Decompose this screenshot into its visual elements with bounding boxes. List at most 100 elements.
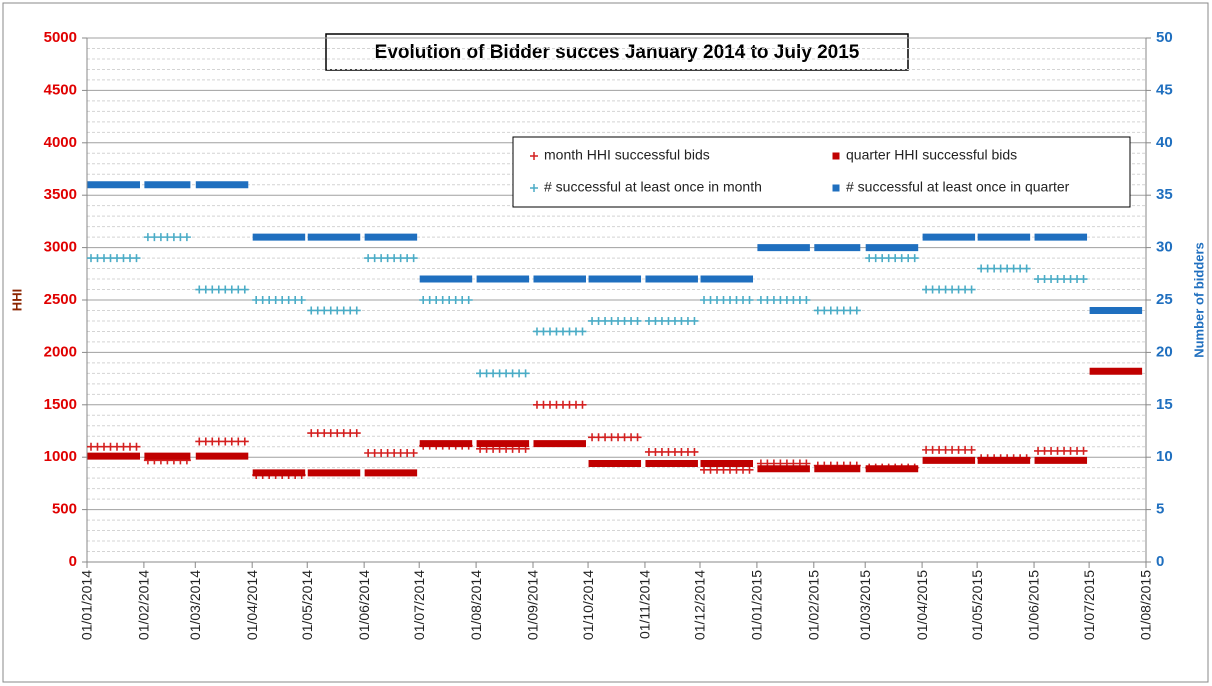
y2-tick-label: 40	[1156, 134, 1173, 151]
series-marks	[588, 316, 642, 325]
y2-tick-label: 10	[1156, 448, 1173, 465]
series-marks	[977, 264, 1031, 273]
x-tick-label: 01/02/2015	[806, 570, 822, 640]
series-marks	[195, 181, 249, 189]
series-marks	[588, 433, 642, 442]
x-tick-label: 01/06/2014	[356, 570, 372, 640]
legend-label: # successful at least once in month	[544, 179, 762, 195]
series-marks	[865, 244, 919, 252]
series-marks	[1089, 306, 1143, 314]
y-tick-label: 1500	[44, 396, 77, 413]
y-tick-label: 2500	[44, 291, 77, 308]
series-marks	[756, 296, 811, 304]
legend-label: quarter HHI successful bids	[846, 147, 1017, 163]
series-marks	[307, 233, 361, 241]
series-marks	[143, 456, 191, 465]
series-marks	[364, 449, 418, 458]
series-marks	[865, 465, 919, 473]
series-marks	[1034, 233, 1088, 241]
series-marks	[700, 275, 754, 283]
series-marks	[144, 181, 191, 189]
series-marks	[87, 442, 141, 451]
y2-axis-title: Number of bidders	[1191, 242, 1206, 358]
x-tick-label: 01/05/2014	[299, 570, 315, 640]
y-tick-label: 0	[69, 553, 77, 570]
series-marks	[644, 447, 699, 456]
x-tick-label: 01/03/2014	[187, 570, 203, 640]
y2-tick-label: 25	[1156, 291, 1173, 308]
series-marks	[757, 244, 810, 252]
title-box	[325, 33, 909, 71]
series-marks	[1089, 367, 1143, 375]
series-marks	[195, 437, 249, 446]
y2-tick-label: 0	[1156, 553, 1164, 570]
series-marks	[476, 440, 530, 448]
series-marks	[588, 275, 642, 283]
x-tick-label: 01/03/2015	[857, 570, 873, 640]
series-marks	[364, 233, 418, 241]
legend-marker	[530, 152, 538, 160]
series-marks	[813, 306, 861, 315]
series-marks	[195, 285, 249, 294]
series-marks	[814, 244, 861, 252]
series-marks	[364, 469, 418, 477]
series-marks	[143, 233, 191, 242]
y-axis-title: HHI	[9, 289, 24, 311]
y2-tick-label: 35	[1156, 186, 1173, 203]
legend-marker	[832, 152, 840, 160]
y2-tick-label: 50	[1156, 29, 1173, 46]
x-tick-label: 01/08/2015	[1138, 570, 1154, 640]
series-marks	[307, 429, 361, 438]
y-tick-label: 3000	[44, 239, 77, 256]
x-tick-label: 01/11/2014	[637, 570, 653, 639]
series-marks	[476, 444, 530, 453]
series-marks	[977, 456, 1031, 464]
series-marks	[588, 459, 642, 467]
y-tick-label: 500	[52, 501, 77, 518]
series-marks	[922, 456, 976, 464]
series-marks	[532, 400, 587, 409]
series-marks	[756, 459, 811, 468]
legend-label: # successful at least once in quarter	[846, 179, 1070, 195]
series-marks	[532, 327, 587, 336]
series-marks	[922, 445, 976, 454]
series-marks	[87, 181, 140, 189]
x-tick-label: 01/06/2015	[1026, 570, 1042, 640]
legend-marker	[530, 184, 538, 192]
legend-box	[512, 136, 1131, 208]
series-marks	[87, 254, 141, 263]
series-marks	[144, 452, 191, 460]
series-marks	[533, 275, 586, 283]
y-tick-label: 4500	[44, 81, 77, 98]
y-tick-label: 5000	[44, 29, 77, 46]
legend-marker	[832, 184, 840, 192]
series-marks	[700, 459, 754, 467]
y2-tick-label: 20	[1156, 343, 1173, 360]
x-tick-label: 01/04/2014	[244, 570, 260, 640]
x-tick-label: 01/01/2014	[79, 570, 95, 640]
series-marks	[814, 465, 861, 473]
x-tick-label: 01/07/2014	[411, 570, 427, 640]
y2-tick-label: 5	[1156, 501, 1164, 518]
series-marks	[307, 306, 361, 315]
x-tick-label: 01/01/2015	[749, 570, 765, 640]
series-marks	[252, 469, 306, 477]
y-tick-label: 1000	[44, 448, 77, 465]
x-tick-label: 01/02/2014	[136, 570, 152, 640]
series-marks	[645, 459, 698, 467]
y-tick-label: 4000	[44, 134, 77, 151]
series-marks	[252, 296, 306, 304]
series-marks	[419, 296, 473, 304]
x-tick-label: 01/04/2015	[914, 570, 930, 640]
series-marks	[757, 465, 810, 473]
y-tick-label: 3500	[44, 186, 77, 203]
series-marks	[87, 452, 140, 460]
series-marks	[419, 440, 473, 448]
series-marks	[476, 275, 530, 283]
series-marks	[700, 465, 754, 474]
series-marks	[533, 440, 586, 448]
series-marks	[865, 254, 919, 263]
series-marks	[307, 469, 361, 477]
